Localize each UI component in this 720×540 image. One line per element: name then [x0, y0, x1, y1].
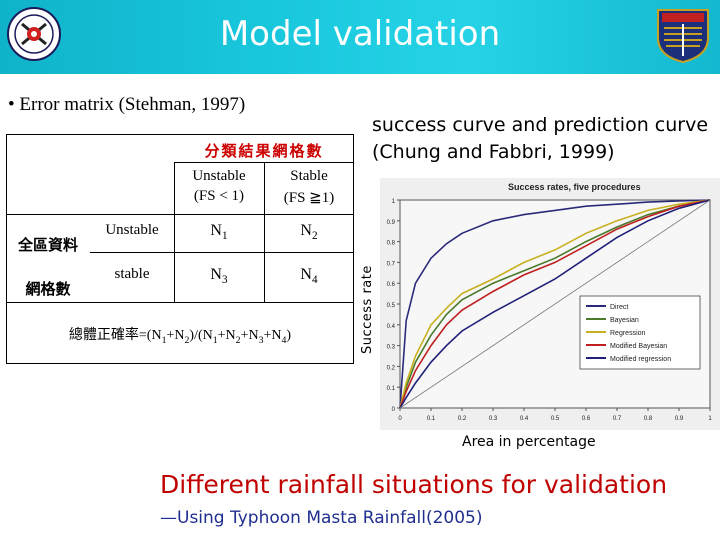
series-line — [399, 199, 711, 409]
x-tick-label: 0.8 — [644, 416, 653, 422]
x-tick-label: 0.1 — [427, 416, 436, 422]
formula-part: 總體正確率=(N — [68, 328, 162, 343]
x-tick-label: 0.4 — [520, 416, 529, 422]
validation-heading: Different rainfall situations for valida… — [160, 470, 668, 499]
matrix-divider — [6, 302, 354, 303]
row-head-grids: 網格數 — [25, 280, 71, 298]
error-matrix-table: 分類結果網格數 Unstable (FS < 1) Stable (FS ≧1)… — [6, 134, 354, 364]
matrix-divider — [174, 162, 175, 302]
cell-n1: N1 — [210, 222, 228, 243]
x-tick-label: 0 — [398, 416, 402, 422]
col-stable-fs: (FS ≧1) — [283, 190, 335, 206]
y-tick-label: 0.1 — [387, 386, 396, 392]
formula-part: ) — [286, 328, 292, 343]
legend-label: Bayesian — [610, 317, 639, 324]
y-tick-label: 1 — [392, 199, 396, 205]
series-line — [399, 199, 711, 409]
cell-n2: N2 — [300, 222, 318, 243]
y-tick-label: 0.4 — [387, 324, 396, 330]
formula-part: +N — [240, 328, 259, 343]
series-line — [399, 199, 711, 409]
y-tick-label: 0.5 — [387, 303, 396, 309]
chart-title: Success rates, five procedures — [508, 182, 641, 192]
legend-label: Regression — [610, 330, 646, 337]
title-banner: Model validation — [0, 0, 720, 74]
x-tick-label: 0.6 — [582, 416, 591, 422]
legend-label: Modified Bayesian — [610, 343, 667, 350]
row-head-total: 全區資料 — [17, 236, 78, 254]
formula-sub: 2 — [235, 334, 241, 346]
x-tick-label: 1 — [708, 416, 712, 422]
x-tick-label: 0.5 — [551, 416, 560, 422]
formula-part: +N — [166, 328, 185, 343]
formula-sub: 1 — [161, 334, 167, 346]
cell-n1-sub: 1 — [221, 230, 228, 243]
cell-n4: N4 — [300, 266, 318, 287]
formula-sub: 2 — [184, 334, 190, 346]
col-unstable: Unstable — [192, 168, 246, 184]
university-logo-icon — [7, 7, 61, 61]
success-curve-heading: success curve and prediction curve (Chun… — [372, 114, 709, 163]
x-tick-label: 0.2 — [458, 416, 467, 422]
y-tick-label: 0.2 — [387, 365, 396, 371]
chart-x-axis-label: Area in percentage — [462, 434, 596, 450]
overall-accuracy-formula: 總體正確率=(N1+N2)/(N1+N2+N3+N4) — [6, 324, 354, 346]
row-stable: stable — [114, 266, 150, 282]
cell-n3-sub: 3 — [221, 274, 228, 287]
formula-sub: 3 — [258, 334, 264, 346]
series-line — [399, 199, 711, 409]
row-unstable: Unstable — [105, 222, 159, 238]
cell-n3: N3 — [210, 266, 228, 287]
formula-part: )/(N — [189, 328, 213, 343]
matrix-header: 分類結果網格數 — [204, 142, 324, 160]
success-rate-chart: Success rates, five procedures 0 0.1 0.2 0.3… — [380, 178, 720, 430]
typhoon-subtitle: —Using Typhoon Masta Rainfall(2005) — [160, 508, 483, 528]
error-matrix-bullet: • Error matrix (Stehman, 1997) — [8, 94, 246, 115]
formula-part: +N — [217, 328, 236, 343]
formula-sub: 1 — [212, 334, 218, 346]
col-unstable-fs: (FS < 1) — [193, 188, 245, 204]
y-tick-label: 0.7 — [387, 261, 396, 267]
series-line — [399, 199, 711, 409]
cell-n2-sub: 2 — [311, 230, 318, 243]
x-tick-label: 0.7 — [613, 416, 622, 422]
y-tick-label: 0 — [392, 407, 396, 413]
y-tick-label: 0.9 — [387, 220, 396, 226]
y-tick-label: 0.6 — [387, 282, 396, 288]
page-title: Model validation — [219, 14, 501, 54]
matrix-divider — [6, 214, 354, 215]
legend-label: Direct — [610, 304, 628, 311]
reference-diagonal — [399, 199, 711, 409]
formula-sub: 4 — [281, 334, 287, 346]
matrix-divider — [264, 162, 265, 302]
chart-y-axis-label: Success rate — [360, 265, 375, 354]
x-tick-label: 0.9 — [675, 416, 684, 422]
col-stable: Stable — [290, 168, 328, 184]
legend-label: Modified regression — [610, 356, 671, 363]
matrix-border — [6, 134, 354, 364]
y-tick-label: 0.8 — [387, 241, 396, 247]
matrix-divider — [90, 252, 354, 253]
formula-part: +N — [263, 328, 282, 343]
y-tick-label: 0.3 — [387, 345, 396, 351]
institute-emblem-icon — [657, 9, 709, 64]
cell-n4-sub: 4 — [311, 274, 318, 287]
x-tick-label: 0.3 — [489, 416, 498, 422]
